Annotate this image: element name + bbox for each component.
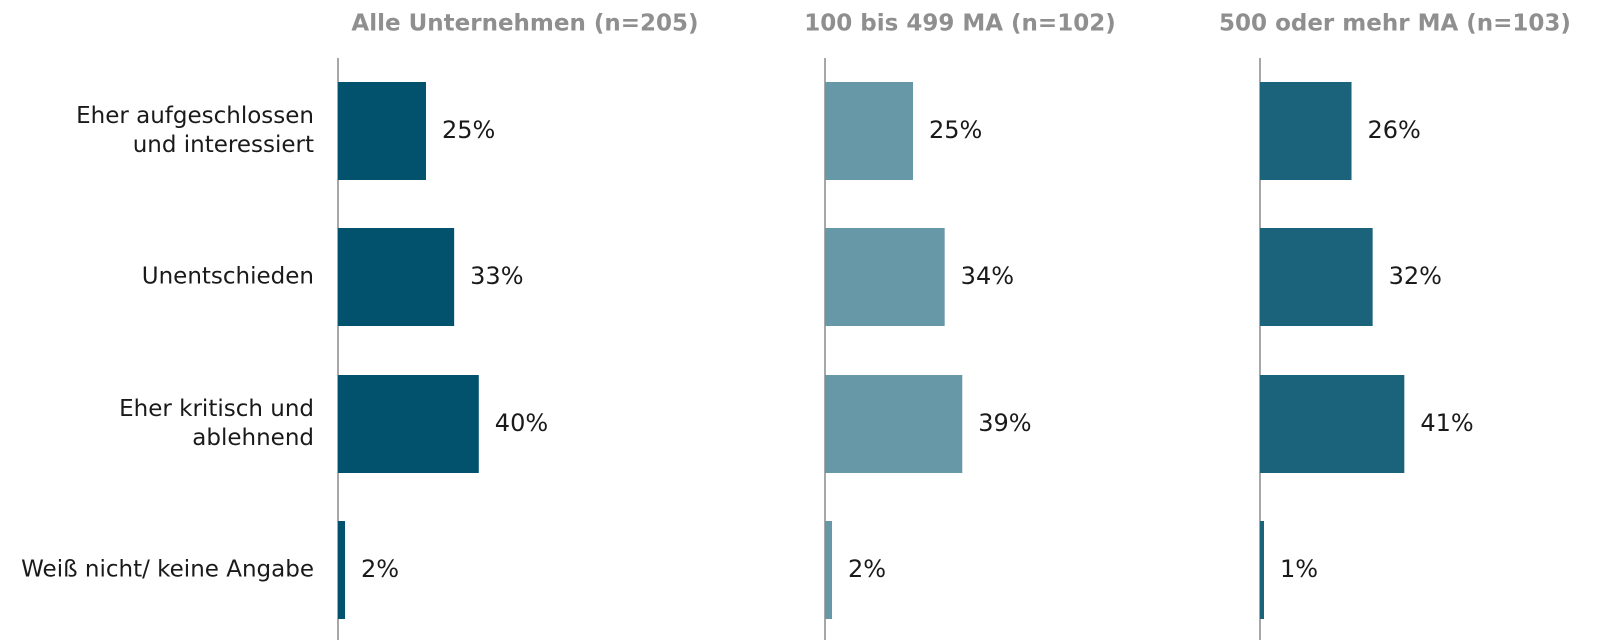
bar	[825, 228, 945, 326]
category-label-line: Eher kritisch und	[119, 396, 314, 422]
category-label-line: Weiß nicht/ keine Angabe	[21, 557, 314, 583]
data-label: 2%	[848, 555, 886, 583]
category-label-line: und interessiert	[133, 132, 314, 158]
category-label: Unentschieden	[142, 264, 314, 290]
bar	[825, 82, 913, 180]
panel-title: Alle Unternehmen (n=205)	[351, 11, 698, 37]
data-label: 26%	[1368, 116, 1421, 144]
data-label: 39%	[978, 409, 1031, 437]
bar	[338, 521, 346, 619]
bar	[825, 521, 833, 619]
panel-title: 100 bis 499 MA (n=102)	[804, 11, 1115, 37]
data-label: 40%	[495, 409, 548, 437]
category-label: Eher kritisch und ablehnend	[119, 396, 314, 451]
data-label: 1%	[1280, 555, 1318, 583]
data-label: 2%	[361, 555, 399, 583]
bar	[338, 375, 479, 473]
category-label-line: ablehnend	[192, 425, 314, 451]
data-label: 41%	[1420, 409, 1473, 437]
bar	[1260, 82, 1352, 180]
category-label: Weiß nicht/ keine Angabe	[21, 557, 314, 583]
bar	[338, 228, 455, 326]
category-label: Eher aufgeschlossen und interessiert	[76, 103, 314, 158]
data-label: 25%	[929, 116, 982, 144]
bar	[1260, 228, 1373, 326]
bar	[1260, 375, 1405, 473]
panel-title: 500 oder mehr MA (n=103)	[1219, 11, 1571, 37]
bar	[825, 375, 963, 473]
data-label: 32%	[1389, 262, 1442, 290]
bar	[1260, 521, 1264, 619]
data-label: 25%	[442, 116, 495, 144]
data-label: 33%	[470, 262, 523, 290]
bar	[338, 82, 426, 180]
category-label-line: Eher aufgeschlossen	[76, 103, 314, 129]
category-label-line: Unentschieden	[142, 264, 314, 290]
data-label: 34%	[961, 262, 1014, 290]
